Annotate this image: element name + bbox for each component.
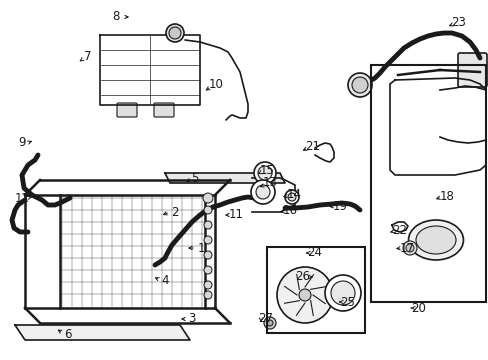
Circle shape — [165, 24, 183, 42]
Circle shape — [203, 221, 212, 229]
Text: 17: 17 — [399, 242, 414, 255]
Circle shape — [203, 281, 212, 289]
Circle shape — [203, 206, 212, 214]
Circle shape — [266, 320, 272, 326]
Ellipse shape — [415, 226, 455, 254]
Text: 16: 16 — [282, 203, 297, 216]
Text: 23: 23 — [450, 15, 466, 28]
Circle shape — [347, 73, 371, 97]
Polygon shape — [15, 325, 190, 340]
Circle shape — [351, 77, 367, 93]
Text: 27: 27 — [258, 311, 273, 324]
Ellipse shape — [407, 220, 463, 260]
Circle shape — [298, 289, 310, 301]
Text: 12: 12 — [15, 192, 29, 204]
Circle shape — [203, 193, 213, 203]
Text: 10: 10 — [208, 78, 223, 91]
FancyBboxPatch shape — [117, 103, 137, 117]
Text: 4: 4 — [161, 274, 168, 287]
Circle shape — [203, 251, 212, 259]
Circle shape — [330, 281, 354, 305]
Circle shape — [264, 317, 275, 329]
Circle shape — [256, 185, 269, 199]
Circle shape — [169, 27, 181, 39]
Circle shape — [203, 236, 212, 244]
Text: 2: 2 — [171, 206, 179, 219]
Text: 22: 22 — [392, 224, 407, 237]
Text: 6: 6 — [64, 328, 72, 342]
Circle shape — [276, 267, 332, 323]
Circle shape — [203, 266, 212, 274]
Polygon shape — [164, 173, 285, 183]
Text: 1: 1 — [197, 242, 204, 255]
Text: 25: 25 — [340, 296, 355, 309]
Circle shape — [405, 244, 413, 252]
Circle shape — [203, 291, 212, 299]
Circle shape — [253, 162, 275, 184]
Bar — [370, 65, 485, 302]
FancyBboxPatch shape — [154, 103, 174, 117]
Text: 14: 14 — [286, 189, 301, 202]
Text: 9: 9 — [18, 135, 26, 148]
Text: 24: 24 — [307, 247, 322, 260]
Circle shape — [402, 241, 416, 255]
Text: 3: 3 — [188, 312, 195, 325]
Text: 21: 21 — [305, 140, 320, 153]
Text: 18: 18 — [439, 189, 453, 202]
Text: 13: 13 — [262, 176, 277, 189]
FancyBboxPatch shape — [457, 53, 486, 87]
Text: 7: 7 — [84, 50, 92, 63]
Text: 5: 5 — [191, 171, 198, 184]
Text: 8: 8 — [112, 10, 120, 23]
Text: 15: 15 — [259, 163, 274, 176]
Circle shape — [250, 180, 274, 204]
Circle shape — [325, 275, 360, 311]
Circle shape — [287, 193, 295, 201]
Text: 11: 11 — [228, 208, 243, 221]
Circle shape — [285, 190, 298, 204]
Text: 19: 19 — [332, 199, 347, 212]
Bar — [266, 247, 364, 333]
Circle shape — [258, 166, 271, 180]
Text: 20: 20 — [411, 302, 426, 315]
Text: 26: 26 — [295, 270, 310, 284]
